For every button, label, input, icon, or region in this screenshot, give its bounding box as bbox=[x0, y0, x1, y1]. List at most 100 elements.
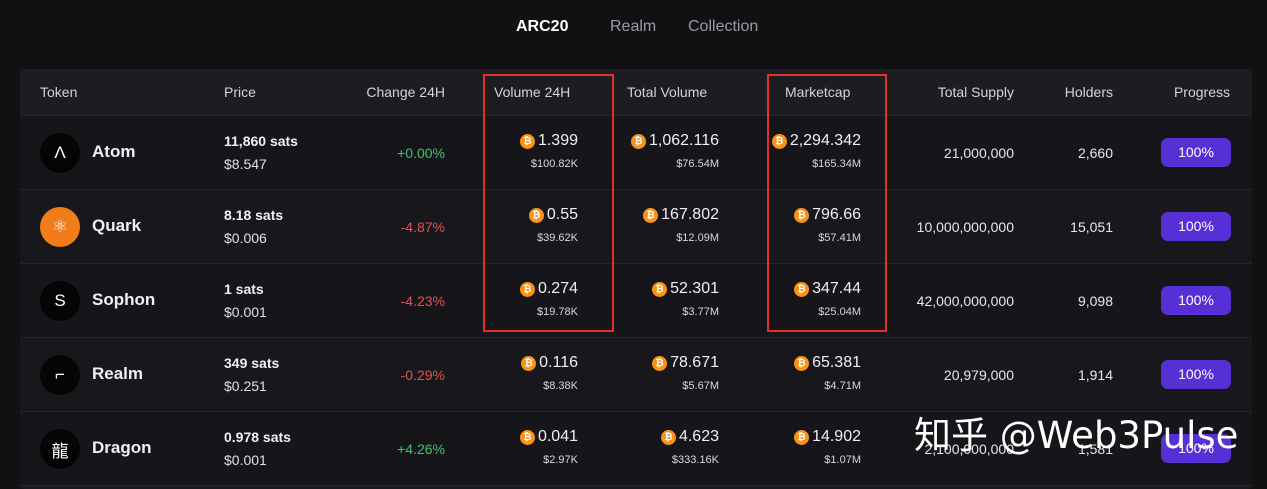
bitcoin-icon: ₿ bbox=[519, 281, 535, 297]
price-sats: 8.18 sats bbox=[224, 207, 284, 223]
tab-collection[interactable]: Collection bbox=[688, 18, 759, 35]
bitcoin-icon: ₿ bbox=[643, 207, 659, 223]
price-usd: $0.006 bbox=[224, 230, 267, 246]
total-volume-usd: $76.54M bbox=[676, 158, 719, 170]
holders: 2,660 bbox=[1077, 145, 1113, 161]
token-name[interactable]: Atom bbox=[92, 142, 136, 161]
bitcoin-icon: ₿ bbox=[794, 207, 810, 223]
realm-pixel-icon: ⌐ bbox=[40, 355, 80, 395]
marketcap-btc: ₿ 2,294.342 bbox=[771, 132, 861, 150]
sophon-letter-icon: S bbox=[40, 281, 80, 321]
bitcoin-icon: ₿ bbox=[794, 429, 810, 445]
progress-badge[interactable]: 100% bbox=[1161, 212, 1231, 241]
col-change[interactable]: Change 24H bbox=[366, 84, 445, 100]
marketcap-usd: $57.41M bbox=[818, 232, 861, 244]
progress-badge[interactable]: 100% bbox=[1161, 360, 1231, 389]
total-supply: 2,100,000,000 bbox=[924, 441, 1014, 457]
col-holders[interactable]: Holders bbox=[1064, 84, 1113, 100]
bitcoin-icon: ₿ bbox=[794, 355, 810, 371]
holders: 15,051 bbox=[1070, 219, 1113, 235]
volume-24h-usd: $39.62K bbox=[537, 232, 578, 244]
token-name[interactable]: Realm bbox=[92, 364, 144, 383]
price-usd: $0.001 bbox=[224, 304, 267, 320]
col-price[interactable]: Price bbox=[224, 84, 256, 100]
marketcap-btc: ₿ 347.44 bbox=[794, 280, 861, 298]
col-token[interactable]: Token bbox=[40, 84, 78, 100]
price-usd: $0.251 bbox=[224, 378, 267, 394]
bitcoin-icon: ₿ bbox=[519, 133, 535, 149]
progress-badge[interactable]: 100% bbox=[1161, 138, 1231, 167]
table-row[interactable]: 龍 Dragon 0.978 sats $0.001 +4.26% ₿ 0.041 $2.97… bbox=[20, 412, 1252, 486]
price-sats: 349 sats bbox=[224, 355, 280, 371]
holders: 1,581 bbox=[1077, 441, 1113, 457]
price-sats: 1 sats bbox=[224, 281, 264, 297]
token-name[interactable]: Quark bbox=[92, 216, 142, 235]
bitcoin-icon: ₿ bbox=[652, 355, 668, 371]
volume-24h-btc: ₿ 1.399 bbox=[519, 132, 578, 150]
marketcap-btc: ₿ 65.381 bbox=[794, 354, 861, 372]
marketcap-btc: ₿ 796.66 bbox=[794, 206, 861, 224]
price-sats: 0.978 sats bbox=[224, 429, 291, 445]
total-volume-usd: $333.16K bbox=[671, 454, 719, 466]
col-total-supply[interactable]: Total Supply bbox=[937, 84, 1014, 100]
token-name[interactable]: Dragon bbox=[92, 438, 152, 457]
total-volume-btc: ₿ 52.301 bbox=[652, 280, 719, 298]
table-row[interactable]: S Sophon 1 sats $0.001 -4.23% ₿ 0.274 $19.78K ₿ 5… bbox=[20, 264, 1252, 338]
volume-24h-btc: ₿ 0.274 bbox=[519, 280, 578, 298]
total-supply: 21,000,000 bbox=[943, 145, 1014, 161]
total-volume-btc: ₿ 167.802 bbox=[643, 206, 719, 224]
volume-24h-usd: $8.38K bbox=[543, 380, 578, 392]
total-supply: 42,000,000,000 bbox=[916, 293, 1014, 309]
total-volume-btc: ₿ 78.671 bbox=[652, 354, 719, 372]
progress-badge[interactable]: 100% bbox=[1161, 434, 1231, 463]
change-24h: -4.23% bbox=[400, 293, 445, 309]
token-name[interactable]: Sophon bbox=[92, 290, 156, 309]
token-table: Token Price Change 24H Volume 24H Total … bbox=[20, 69, 1252, 489]
price-usd: $8.547 bbox=[224, 156, 267, 172]
bitcoin-icon: ₿ bbox=[771, 133, 787, 149]
holders: 9,098 bbox=[1077, 293, 1113, 309]
table-header: Token Price Change 24H Volume 24H Total … bbox=[20, 69, 1252, 116]
atom-logo-icon: Λ bbox=[40, 133, 80, 173]
marketcap-usd: $4.71M bbox=[824, 380, 861, 392]
progress-badge[interactable]: 100% bbox=[1161, 286, 1231, 315]
col-marketcap[interactable]: Marketcap bbox=[785, 84, 851, 100]
volume-24h-btc: ₿ 0.041 bbox=[519, 428, 578, 446]
bitcoin-icon: ₿ bbox=[660, 429, 676, 445]
change-24h: +4.26% bbox=[397, 441, 445, 457]
price-sats: 11,860 sats bbox=[224, 133, 298, 149]
total-volume-usd: $5.67M bbox=[682, 380, 719, 392]
volume-24h-btc: ₿ 0.55 bbox=[528, 206, 578, 224]
col-volume-24h[interactable]: Volume 24H bbox=[494, 84, 571, 100]
total-supply: 20,979,000 bbox=[943, 367, 1014, 383]
volume-24h-btc: ₿ 0.116 bbox=[521, 354, 578, 372]
marketcap-btc: ₿ 14.902 bbox=[794, 428, 861, 446]
table-row[interactable]: ⌐ Realm 349 sats $0.251 -0.29% ₿ 0.116 $8.38K ₿ 7… bbox=[20, 338, 1252, 412]
total-supply: 10,000,000,000 bbox=[916, 219, 1014, 235]
bitcoin-icon: ₿ bbox=[519, 429, 535, 445]
change-24h: +0.00% bbox=[397, 145, 445, 161]
col-total-volume[interactable]: Total Volume bbox=[627, 84, 708, 100]
change-24h: -0.29% bbox=[400, 367, 445, 383]
dragon-logo-icon: 龍 bbox=[40, 429, 80, 469]
price-usd: $0.001 bbox=[224, 452, 267, 468]
total-volume-usd: $3.77M bbox=[682, 306, 719, 318]
quark-atom-icon: ⚛ bbox=[40, 207, 80, 247]
bitcoin-icon: ₿ bbox=[652, 281, 668, 297]
total-volume-usd: $12.09M bbox=[676, 232, 719, 244]
table-row[interactable]: Λ Atom 11,860 sats $8.547 +0.00% ₿ 1.399 $100.8… bbox=[20, 116, 1252, 190]
tab-realm[interactable]: Realm bbox=[610, 18, 657, 35]
marketcap-usd: $1.07M bbox=[824, 454, 861, 466]
change-24h: -4.87% bbox=[400, 219, 445, 235]
col-progress[interactable]: Progress bbox=[1173, 84, 1230, 100]
bitcoin-icon: ₿ bbox=[794, 281, 810, 297]
marketcap-usd: $25.04M bbox=[818, 306, 861, 318]
holders: 1,914 bbox=[1077, 367, 1113, 383]
volume-24h-usd: $100.82K bbox=[530, 158, 578, 170]
top-tabs: ARC20 Realm Collection bbox=[0, 18, 1267, 42]
watermark: 知乎 @Web3Pulse bbox=[914, 414, 1239, 457]
table-row[interactable]: ⚛ Quark 8.18 sats $0.006 -4.87% ₿ 0.55 $39.62K ₿… bbox=[20, 190, 1252, 264]
tab-arc20[interactable]: ARC20 bbox=[516, 18, 569, 35]
volume-24h-usd: $2.97K bbox=[543, 454, 578, 466]
bitcoin-icon: ₿ bbox=[521, 355, 537, 371]
